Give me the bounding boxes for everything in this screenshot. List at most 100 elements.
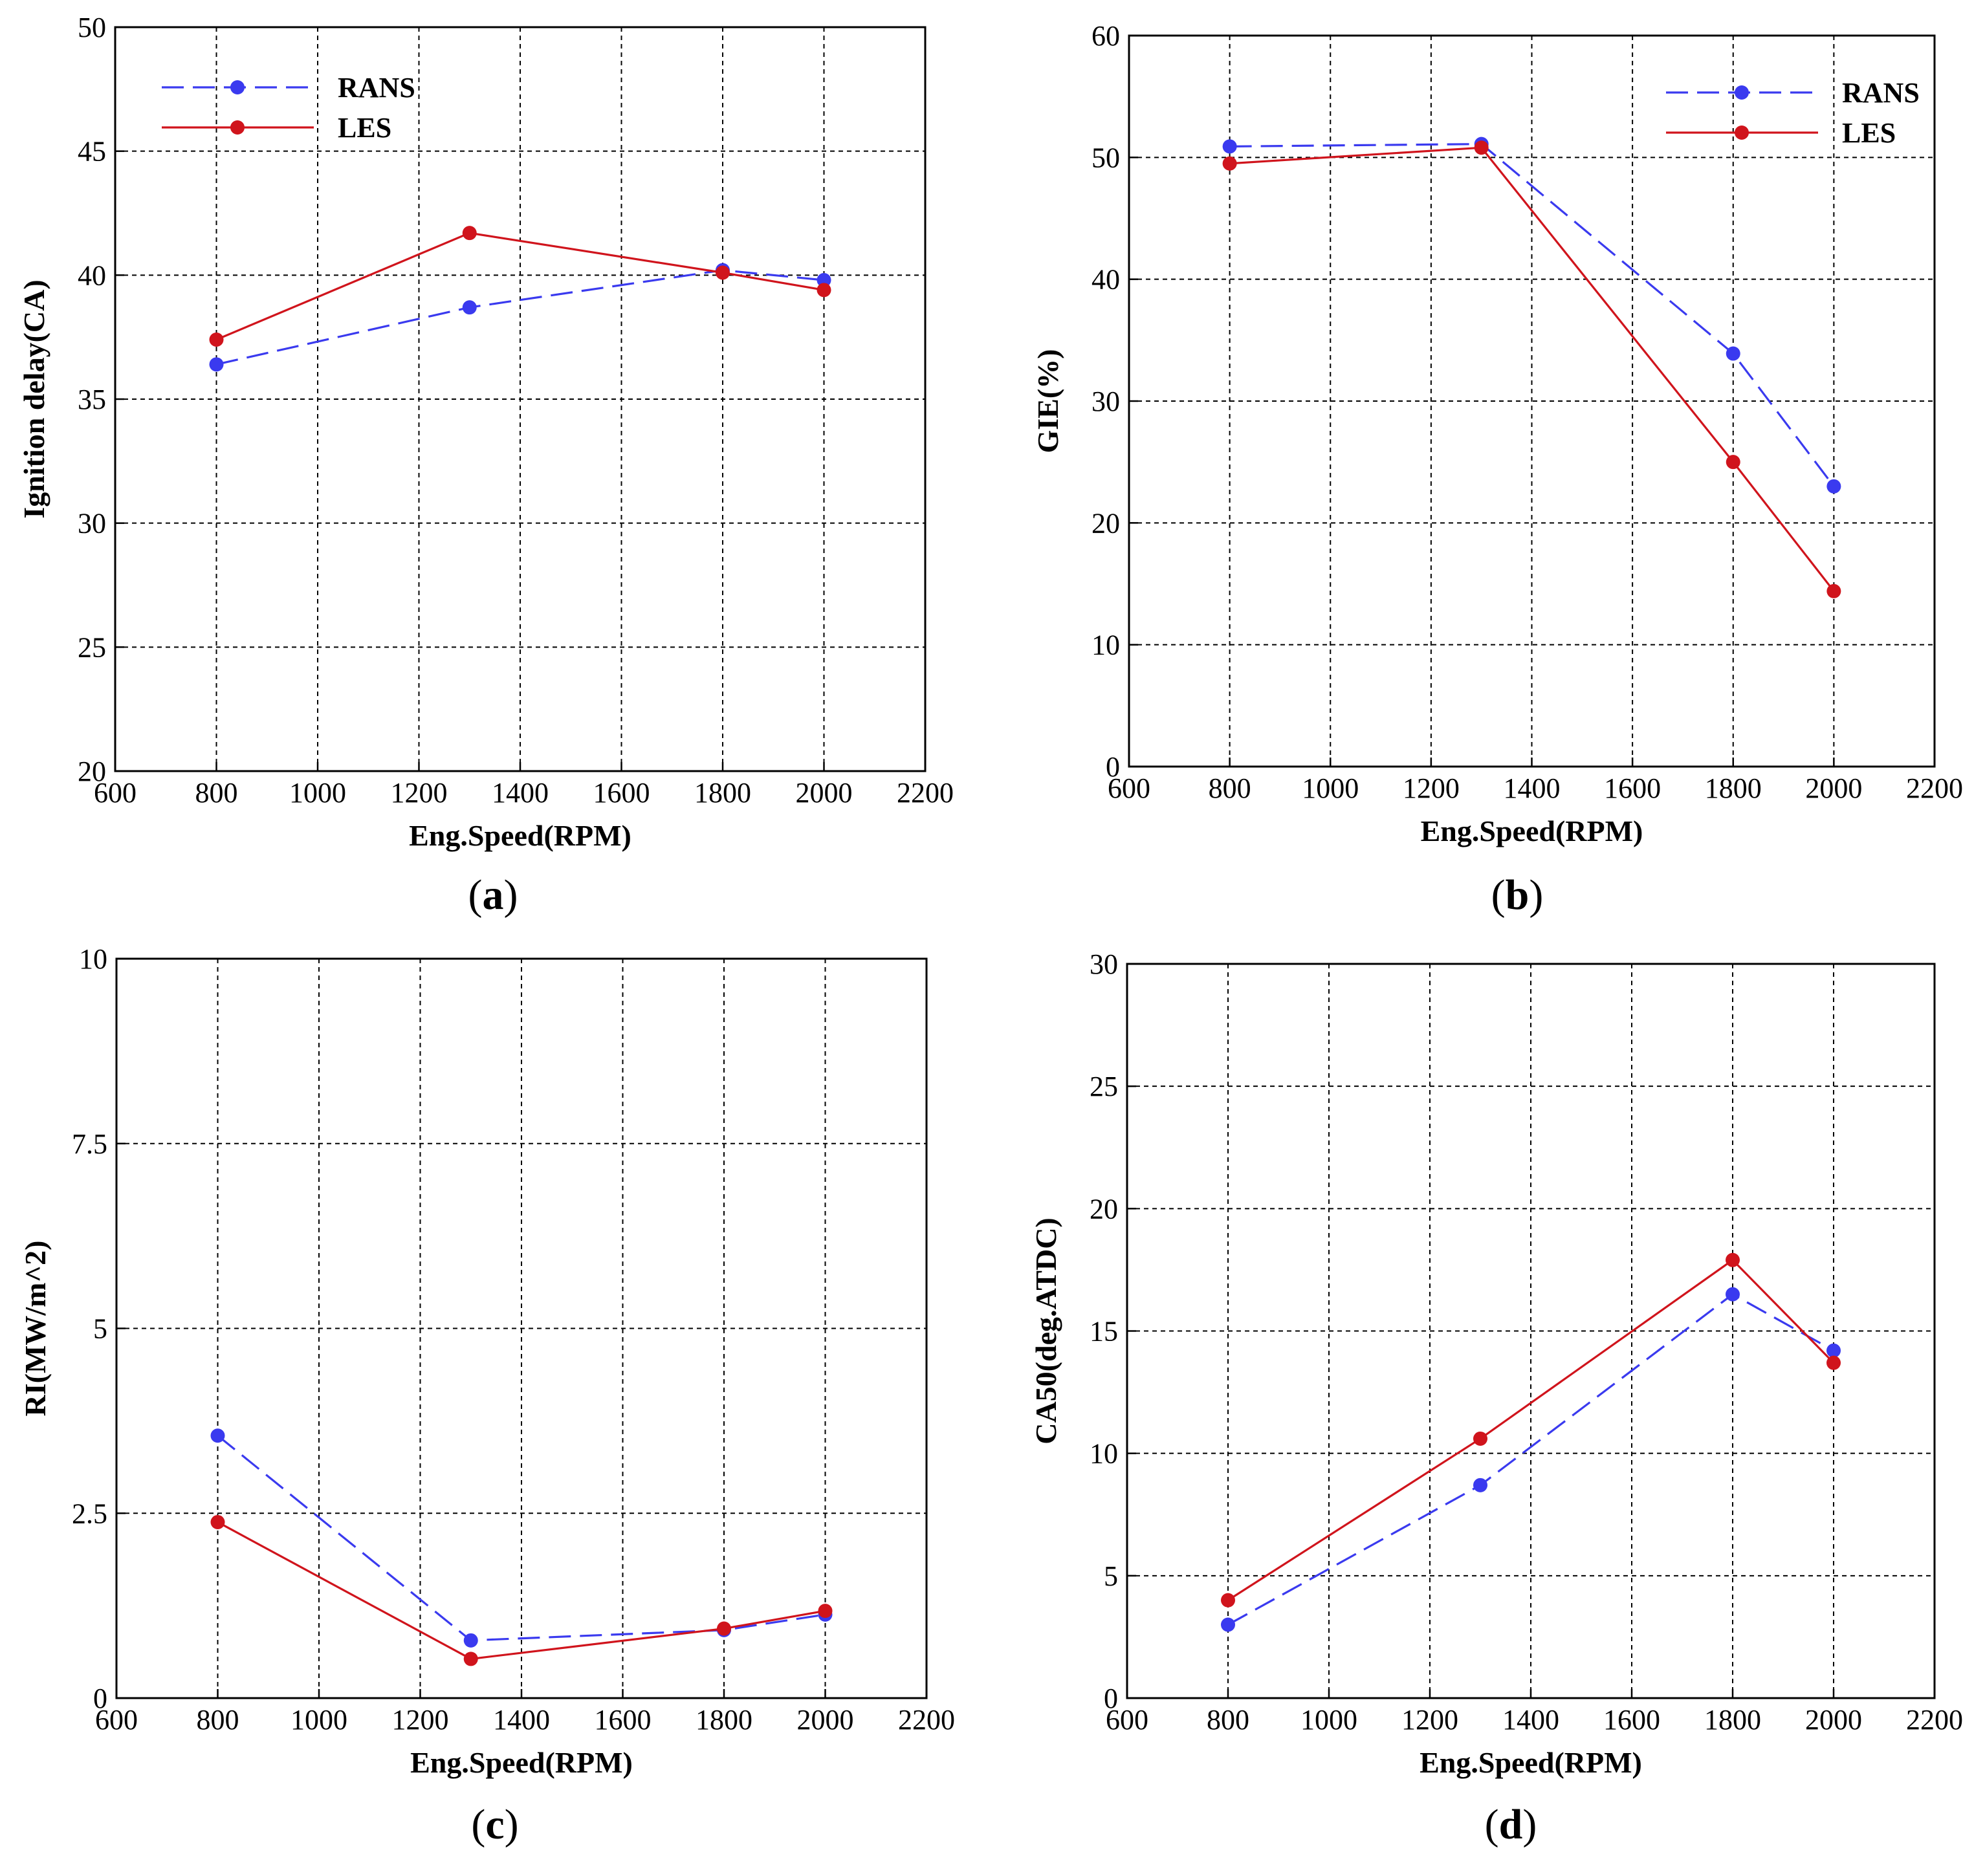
x-tick-label: 1800 [694, 777, 751, 809]
x-tick-label: 1600 [593, 777, 650, 809]
x-axis-title: Eng.Speed(RPM) [410, 1746, 633, 1779]
y-tick-label: 0 [1106, 751, 1120, 783]
y-tick-label: 60 [1091, 20, 1120, 52]
data-point-rans [1221, 1617, 1235, 1632]
data-point-rans [1726, 346, 1740, 361]
legend-label-rans: RANS [338, 72, 415, 104]
x-axis-title: Eng.Speed(RPM) [409, 819, 631, 852]
plot-frame [115, 957, 928, 1699]
data-point-les [717, 1621, 731, 1636]
y-tick-label: 30 [78, 508, 106, 540]
x-tick-label: 1400 [1504, 772, 1561, 804]
x-tick-label: 2000 [1805, 772, 1862, 804]
data-point-les [1222, 156, 1237, 171]
series-line-les [1227, 1258, 1835, 1602]
x-tick-label: 600 [1106, 1704, 1148, 1736]
chart-panel-c: 600 800 1000 1200 1400 1600 1800 2000 2200 0 2.5 5 7… [19, 943, 955, 1848]
data-point-les [817, 283, 831, 298]
data-point-les [1474, 140, 1489, 155]
y-axis-title: GIE(%) [1031, 349, 1064, 453]
x-tick-label: 2000 [1805, 1704, 1862, 1736]
data-point-rans [1826, 479, 1841, 494]
panel-caption: (a) [468, 871, 518, 919]
data-point-les [1826, 1355, 1841, 1370]
y-tick-label: 25 [78, 631, 106, 663]
data-point-rans [1826, 1343, 1841, 1358]
y-axis-title: Ignition delay(CA) [17, 279, 50, 518]
x-tick-label: 1400 [492, 777, 549, 809]
y-tick-label: 0 [93, 1683, 107, 1714]
x-tick-label: 800 [1207, 1704, 1249, 1736]
x-tick-label: 1400 [1502, 1704, 1559, 1736]
x-tick-label: 1000 [1300, 1704, 1357, 1736]
data-point-rans [1473, 1478, 1487, 1492]
x-tick-label: 1600 [595, 1704, 652, 1736]
data-point-les [209, 333, 224, 347]
data-point-rans [817, 273, 831, 287]
data-point-les [716, 265, 730, 280]
x-tick-label: 1400 [493, 1704, 550, 1736]
chart-panel-a: 600 800 1000 1200 1400 1600 1800 2000 2200 20 25 30… [17, 12, 954, 919]
x-tick-label: 1200 [392, 1704, 449, 1736]
x-tick-label: 1800 [696, 1704, 752, 1736]
series-line-rans [217, 1434, 826, 1642]
y-tick-label: 10 [1090, 1438, 1118, 1470]
x-tick-label: 2000 [797, 1704, 854, 1736]
y-tick-label: 2.5 [72, 1498, 107, 1529]
y-tick-label: 45 [78, 136, 106, 168]
y-tick-label: 10 [79, 943, 107, 975]
y-tick-label: 0 [1104, 1683, 1118, 1714]
x-tick-label: 1000 [1302, 772, 1359, 804]
y-tick-label: 50 [1091, 142, 1120, 173]
data-point-les [462, 226, 477, 241]
x-tick-label: 2000 [796, 777, 853, 809]
x-tick-label: 600 [94, 777, 137, 809]
data-point-rans [1726, 1287, 1740, 1302]
x-tick-label: 2200 [1906, 1704, 1963, 1736]
legend-label-rans: RANS [1842, 77, 1920, 109]
data-point-les [463, 1652, 478, 1666]
y-tick-label: 35 [78, 384, 106, 415]
x-tick-label: 1800 [1704, 1704, 1761, 1736]
series-line-rans [1229, 143, 1835, 487]
y-axis-title: RI(MW/m^2) [19, 1240, 52, 1416]
x-tick-label: 800 [197, 1704, 239, 1736]
x-tick-label: 1600 [1604, 772, 1661, 804]
y-tick-label: 20 [1091, 507, 1120, 539]
y-tick-label: 50 [78, 12, 106, 43]
x-tick-label: 1200 [1401, 1704, 1458, 1736]
data-point-rans [462, 300, 477, 315]
y-axis-title: CA50(deg.ATDC) [1029, 1217, 1062, 1445]
panel-caption: (d) [1485, 1801, 1537, 1848]
x-tick-label: 800 [1209, 772, 1251, 804]
data-point-rans [209, 357, 224, 372]
legend-marker-rans [230, 80, 245, 94]
data-point-rans [463, 1633, 478, 1648]
legend-marker-les [1735, 125, 1749, 140]
plot-frame [1128, 34, 1936, 768]
panel-caption: (c) [471, 1801, 518, 1848]
data-point-les [1726, 1252, 1740, 1267]
legend-label-les: LES [338, 112, 391, 144]
y-tick-label: 25 [1090, 1071, 1118, 1102]
x-tick-label: 1000 [289, 777, 346, 809]
x-axis-title: Eng.Speed(RPM) [1420, 1746, 1642, 1779]
plot-frame [1126, 963, 1936, 1699]
series-line-rans [216, 269, 824, 365]
series-line-les [215, 232, 824, 341]
data-point-rans [210, 1428, 225, 1443]
y-tick-label: 30 [1091, 386, 1120, 417]
series-line-les [1229, 146, 1835, 592]
panel-caption: (b) [1491, 871, 1544, 919]
data-point-rans [1222, 139, 1237, 154]
chart-panel-d: 600 800 1000 1200 1400 1600 1800 2000 2200 0 5 10 15… [1029, 948, 1963, 1848]
x-tick-label: 2200 [897, 777, 954, 809]
y-tick-label: 40 [1091, 264, 1120, 296]
x-tick-label: 1200 [1403, 772, 1460, 804]
y-tick-label: 15 [1090, 1316, 1118, 1347]
data-point-les [1473, 1431, 1487, 1446]
chart-panel-b: 600 800 1000 1200 1400 1600 1800 2000 2200 0 10 20 3… [1031, 20, 1963, 919]
legend-marker-les [230, 120, 245, 135]
y-tick-label: 20 [78, 756, 106, 787]
